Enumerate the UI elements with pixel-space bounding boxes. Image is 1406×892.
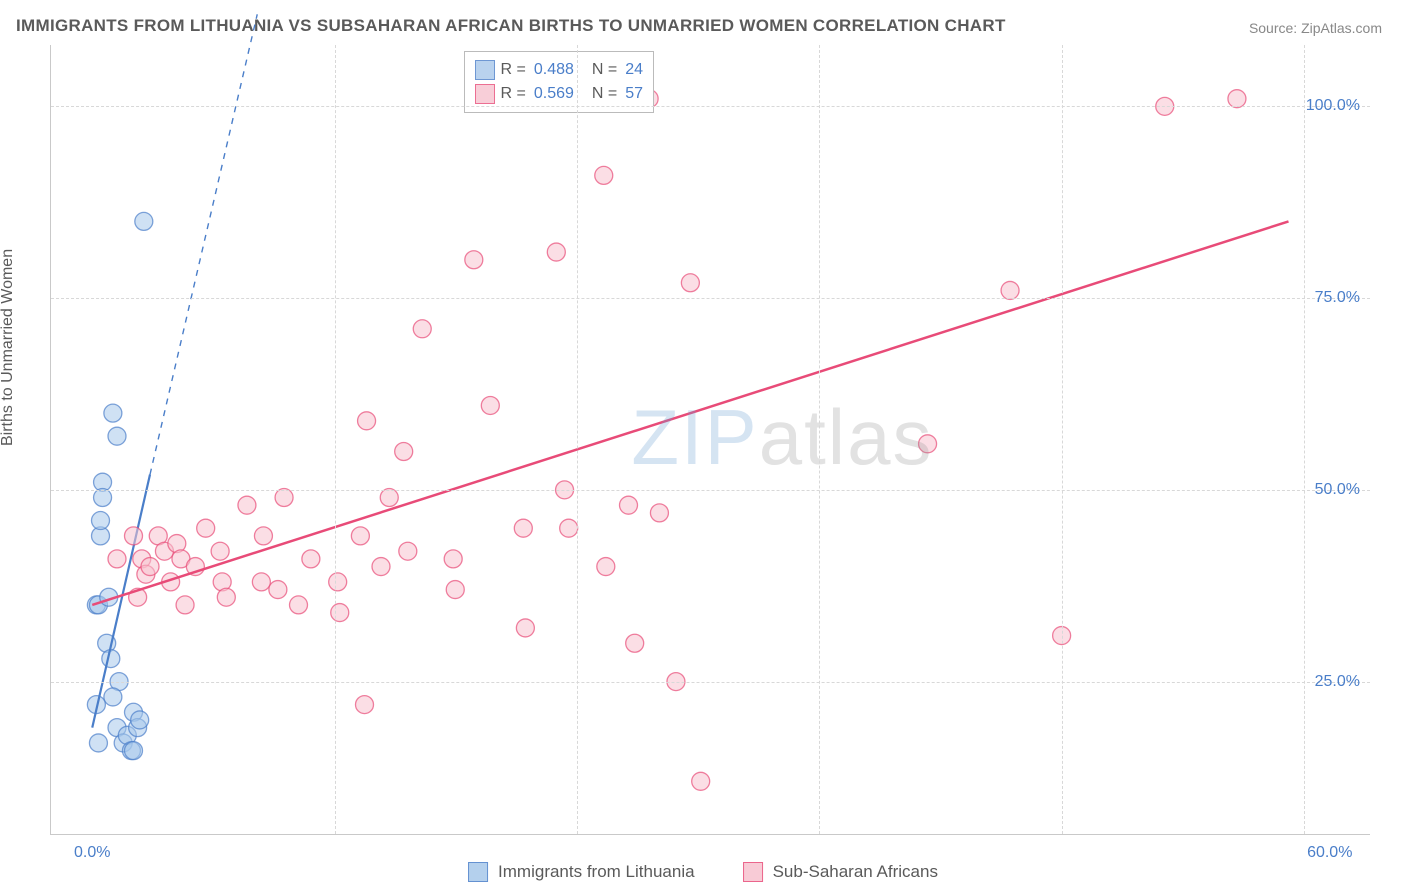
data-point xyxy=(620,496,638,514)
gridline-horizontal xyxy=(51,490,1370,491)
data-point xyxy=(217,588,235,606)
data-point xyxy=(444,550,462,568)
data-point xyxy=(275,489,293,507)
data-point xyxy=(108,427,126,445)
data-point xyxy=(141,558,159,576)
source-prefix: Source: xyxy=(1249,20,1301,36)
data-point xyxy=(626,634,644,652)
data-point xyxy=(94,489,112,507)
data-point xyxy=(516,619,534,637)
correlation-legend: R = 0.488 N = 24 R = 0.569 N = 57 xyxy=(464,51,655,113)
legend-swatch xyxy=(468,862,488,882)
legend-row: R = 0.569 N = 57 xyxy=(475,82,644,106)
legend-swatch xyxy=(475,84,495,104)
data-point xyxy=(380,489,398,507)
gridline-horizontal xyxy=(51,298,1370,299)
x-tick-label: 60.0% xyxy=(1307,844,1352,862)
gridline-vertical xyxy=(577,45,578,834)
gridline-vertical xyxy=(819,45,820,834)
data-point xyxy=(238,496,256,514)
legend-swatch xyxy=(475,60,495,80)
data-point xyxy=(481,396,499,414)
data-point xyxy=(104,404,122,422)
legend-r-label: R = xyxy=(501,85,526,103)
y-tick-label: 75.0% xyxy=(1315,289,1360,307)
y-axis-label: Births to Unmarried Women xyxy=(0,249,17,446)
data-point xyxy=(919,435,937,453)
data-point xyxy=(1001,281,1019,299)
legend-r-label: R = xyxy=(501,61,526,79)
data-point xyxy=(331,604,349,622)
legend-r-value: 0.488 xyxy=(534,61,574,79)
y-tick-label: 25.0% xyxy=(1315,673,1360,691)
y-tick-label: 100.0% xyxy=(1306,97,1360,115)
data-point xyxy=(351,527,369,545)
legend-n-label: N = xyxy=(592,85,617,103)
data-point xyxy=(650,504,668,522)
data-point xyxy=(358,412,376,430)
legend-swatch xyxy=(743,862,763,882)
data-point xyxy=(514,519,532,537)
data-point xyxy=(560,519,578,537)
data-point xyxy=(692,772,710,790)
gridline-horizontal xyxy=(51,682,1370,683)
data-point xyxy=(135,212,153,230)
data-point xyxy=(252,573,270,591)
chart-title: IMMIGRANTS FROM LITHUANIA VS SUBSAHARAN … xyxy=(16,16,1006,36)
gridline-horizontal xyxy=(51,106,1370,107)
legend-n-value: 57 xyxy=(625,85,643,103)
data-point xyxy=(372,558,390,576)
legend-n-value: 24 xyxy=(625,61,643,79)
gridline-vertical xyxy=(1304,45,1305,834)
gridline-vertical xyxy=(1062,45,1063,834)
data-point xyxy=(302,550,320,568)
data-point xyxy=(395,443,413,461)
legend-r-value: 0.569 xyxy=(534,85,574,103)
data-point xyxy=(269,581,287,599)
data-point xyxy=(595,166,613,184)
data-point xyxy=(446,581,464,599)
data-point xyxy=(125,742,143,760)
chart-container: IMMIGRANTS FROM LITHUANIA VS SUBSAHARAN … xyxy=(0,0,1406,892)
data-point xyxy=(125,527,143,545)
legend-series-name: Sub-Saharan Africans xyxy=(773,862,938,882)
gridline-vertical xyxy=(335,45,336,834)
trend-line-extrapolation xyxy=(150,14,257,474)
data-point xyxy=(211,542,229,560)
data-point xyxy=(104,688,122,706)
data-point xyxy=(465,251,483,269)
series-legend: Immigrants from Lithuania Sub-Saharan Afr… xyxy=(468,862,938,882)
data-point xyxy=(92,512,110,530)
data-point xyxy=(254,527,272,545)
data-point xyxy=(681,274,699,292)
legend-item: Sub-Saharan Africans xyxy=(743,862,938,882)
data-point xyxy=(547,243,565,261)
chart-svg xyxy=(51,45,1370,834)
data-point xyxy=(89,734,107,752)
data-point xyxy=(176,596,194,614)
data-point xyxy=(102,650,120,668)
data-point xyxy=(197,519,215,537)
x-tick-label: 0.0% xyxy=(74,844,110,862)
data-point xyxy=(131,711,149,729)
data-point xyxy=(399,542,417,560)
legend-row: R = 0.488 N = 24 xyxy=(475,58,644,82)
source-name: ZipAtlas.com xyxy=(1301,20,1382,36)
data-point xyxy=(290,596,308,614)
data-point xyxy=(1228,90,1246,108)
legend-item: Immigrants from Lithuania xyxy=(468,862,695,882)
data-point xyxy=(108,550,126,568)
legend-series-name: Immigrants from Lithuania xyxy=(498,862,695,882)
data-point xyxy=(356,696,374,714)
plot-area: ZIPatlas R =0.488N =24R =0.569N =57 25.0… xyxy=(50,45,1370,835)
y-tick-label: 50.0% xyxy=(1315,481,1360,499)
data-point xyxy=(413,320,431,338)
data-point xyxy=(597,558,615,576)
data-point xyxy=(329,573,347,591)
legend-n-label: N = xyxy=(592,61,617,79)
source-attribution: Source: ZipAtlas.com xyxy=(1249,20,1382,36)
